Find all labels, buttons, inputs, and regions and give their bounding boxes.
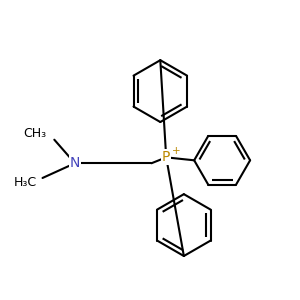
Text: +: +: [172, 146, 180, 156]
Text: CH₃: CH₃: [24, 127, 47, 140]
Text: H₃C: H₃C: [13, 176, 36, 189]
Text: P: P: [162, 150, 170, 164]
Text: N: N: [70, 156, 80, 170]
